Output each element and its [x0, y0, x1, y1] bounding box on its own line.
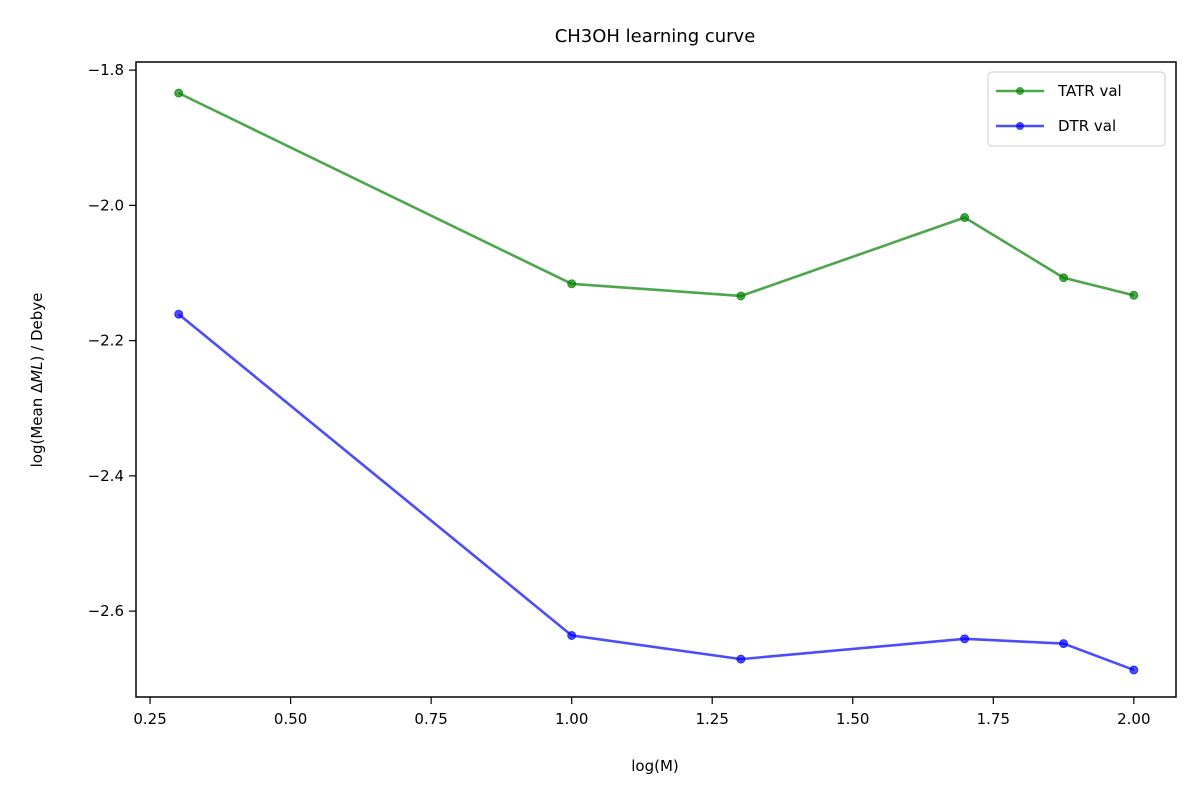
tatr-val-legend-marker: [1016, 87, 1024, 95]
x-tick-label: 1.75: [977, 710, 1010, 728]
x-tick-label: 1.25: [696, 710, 729, 728]
y-tick-label: −2.6: [88, 602, 124, 620]
x-tick-label: 0.50: [274, 710, 307, 728]
dtr-val-legend-marker: [1016, 122, 1024, 130]
y-tick-label: −2.2: [88, 332, 124, 350]
tatr-val-point: [567, 279, 577, 289]
y-tick-label: −1.8: [88, 61, 124, 79]
tatr-val-point: [960, 213, 970, 223]
dtr-val-point: [1129, 665, 1139, 675]
y-axis: −1.8 −2.0 −2.2 −2.4 −2.6: [88, 61, 136, 620]
tatr-val-legend-label: TATR val: [1057, 82, 1122, 100]
y-axis-label-prefix: log(Mean: [28, 393, 46, 467]
tatr-val-point: [174, 88, 184, 98]
axes-frame: [135, 61, 1177, 698]
dtr-val-point: [1059, 639, 1069, 649]
x-tick-label: 1.50: [836, 710, 869, 728]
plot-area: [174, 88, 1139, 675]
y-axis-label-suffix: ) / Debye: [28, 293, 46, 362]
tatr-val-point: [1059, 273, 1069, 283]
tatr-val-point: [736, 291, 746, 301]
y-axis-label-ml: ML: [28, 361, 46, 382]
x-tick-label: 0.75: [414, 710, 447, 728]
y-tick-label: −2.0: [88, 196, 124, 214]
x-axis: 0.25 0.50 0.75 1.00 1.25 1.50 1.75 2.00: [133, 697, 1151, 728]
dtr-val-point: [567, 630, 577, 640]
chart-title: CH3OH learning curve: [555, 26, 756, 47]
dtr-val-point: [174, 309, 184, 319]
x-tick-label: 1.00: [555, 710, 588, 728]
y-axis-label: log(Mean ΔML) / Debye: [28, 293, 46, 468]
tatr-val-point: [1129, 290, 1139, 300]
legend: TATR val DTR val: [987, 71, 1166, 147]
dtr-val-line: [177, 313, 1135, 672]
dtr-val-point: [960, 634, 970, 644]
tatr-val-line: [178, 91, 1135, 298]
x-axis-label: log(M): [631, 757, 679, 775]
dtr-val-point: [736, 654, 746, 664]
y-axis-label-delta: Δ: [28, 382, 46, 393]
x-tick-label: 2.00: [1117, 710, 1150, 728]
y-tick-label: −2.4: [88, 467, 124, 485]
x-tick-label: 0.25: [133, 710, 166, 728]
dtr-val-legend-label: DTR val: [1058, 117, 1116, 135]
